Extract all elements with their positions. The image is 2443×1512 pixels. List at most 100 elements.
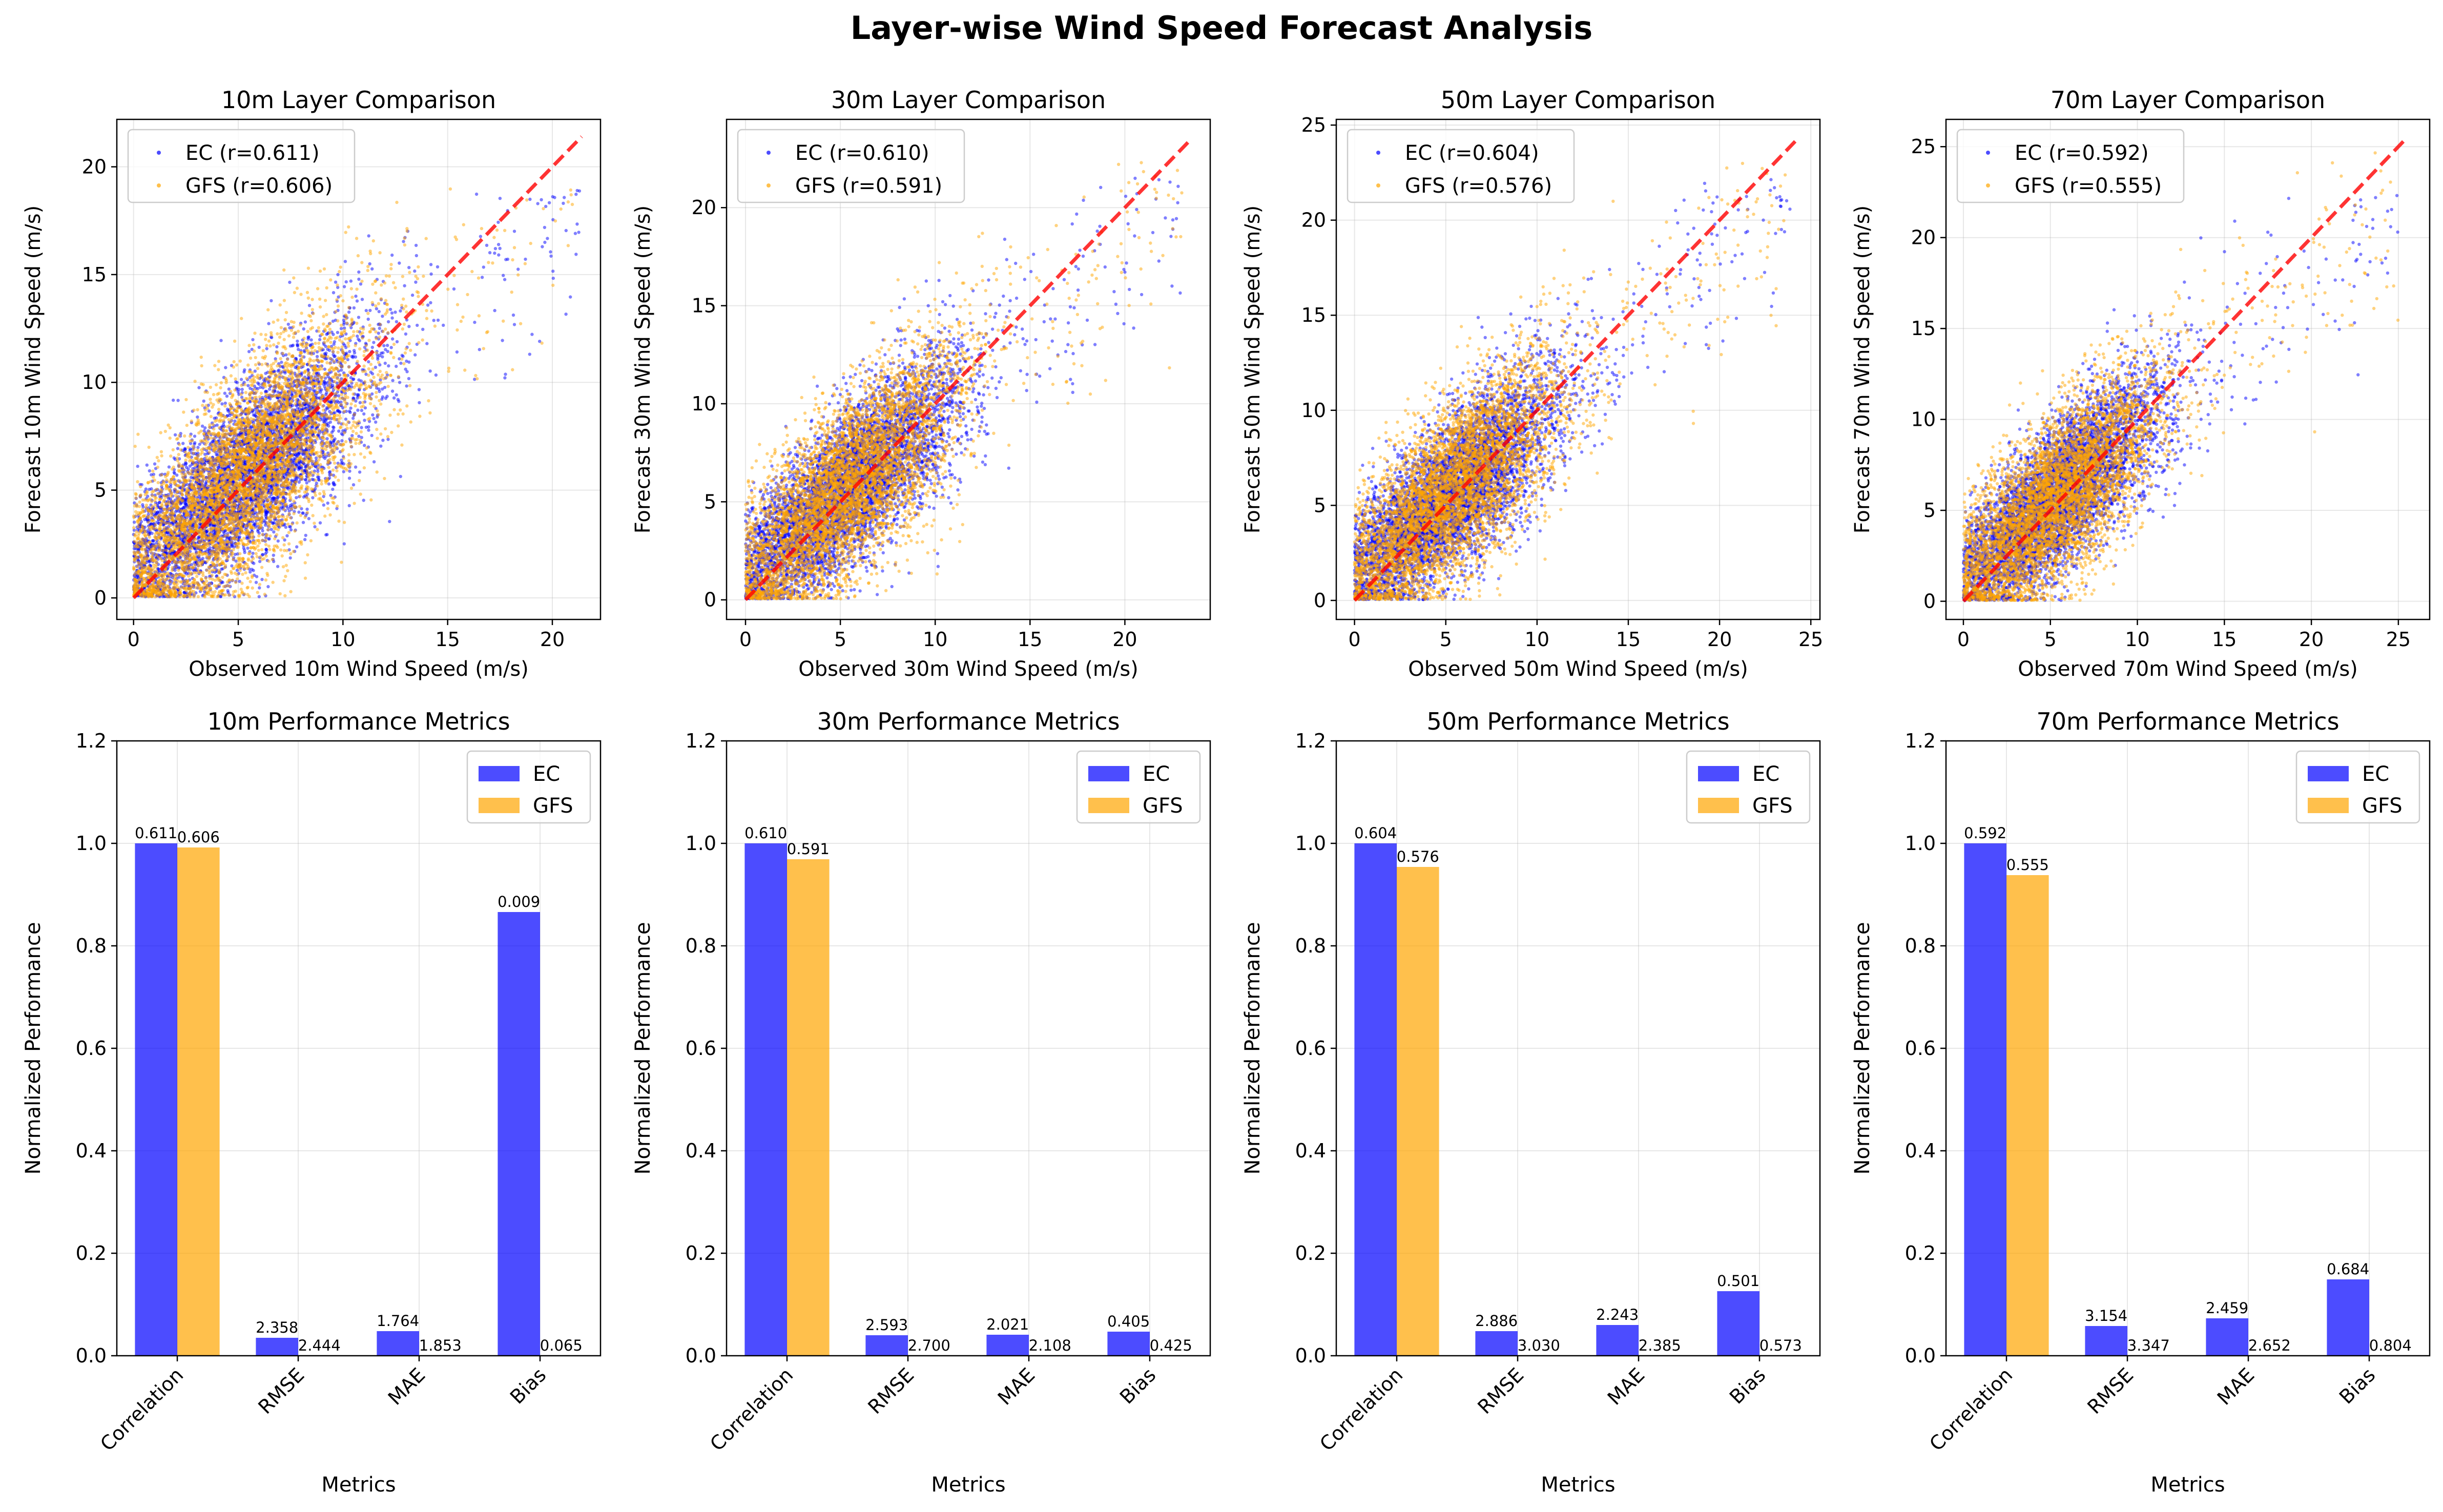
data-point xyxy=(367,234,370,238)
data-point xyxy=(364,372,368,376)
data-point xyxy=(380,397,384,401)
data-point xyxy=(223,391,226,395)
data-point xyxy=(358,401,362,404)
data-point xyxy=(284,353,288,357)
data-point xyxy=(428,369,432,373)
data-point xyxy=(357,337,360,341)
data-point xyxy=(228,413,232,417)
data-point xyxy=(132,521,136,524)
data-point xyxy=(215,453,218,457)
data-point xyxy=(167,465,171,469)
data-point xyxy=(543,240,547,244)
data-point xyxy=(239,378,243,381)
data-point xyxy=(301,521,305,524)
data-point xyxy=(455,350,459,354)
data-point xyxy=(536,202,540,205)
data-point xyxy=(403,284,406,287)
data-point xyxy=(400,354,404,357)
data-point xyxy=(252,569,255,572)
data-point xyxy=(344,280,348,284)
data-point xyxy=(326,501,329,505)
data-point xyxy=(398,261,401,265)
data-point xyxy=(512,323,516,326)
data-point xyxy=(183,502,187,506)
data-point xyxy=(386,438,390,441)
data-point xyxy=(169,485,173,489)
data-point xyxy=(574,193,578,196)
data-point xyxy=(258,560,262,564)
data-point xyxy=(188,448,192,452)
data-point xyxy=(242,370,246,374)
data-point xyxy=(253,413,257,417)
data-point xyxy=(574,253,578,256)
data-point xyxy=(368,262,371,266)
data-point xyxy=(390,311,394,315)
data-point xyxy=(315,355,319,358)
data-point xyxy=(198,442,201,446)
data-point xyxy=(370,267,374,271)
data-point xyxy=(381,439,385,442)
data-point xyxy=(265,550,268,554)
data-point xyxy=(569,295,572,299)
data-point xyxy=(384,397,388,400)
data-point xyxy=(377,332,380,335)
data-point xyxy=(288,280,292,284)
data-point xyxy=(434,373,438,377)
data-point xyxy=(270,336,274,339)
data-point xyxy=(354,399,358,403)
data-point xyxy=(416,323,419,327)
data-point xyxy=(254,581,258,584)
data-point xyxy=(502,274,505,277)
data-point xyxy=(480,276,484,279)
data-point xyxy=(344,346,348,349)
data-point xyxy=(219,339,223,342)
data-point xyxy=(370,372,375,376)
data-point xyxy=(381,387,384,391)
data-point xyxy=(405,384,408,388)
data-point xyxy=(342,542,346,546)
data-point xyxy=(395,393,398,397)
data-point xyxy=(145,463,149,467)
data-point xyxy=(388,520,391,523)
data-point xyxy=(549,254,553,258)
data-point xyxy=(304,478,308,482)
data-point xyxy=(399,474,402,479)
data-point xyxy=(429,263,433,266)
data-point xyxy=(215,423,219,427)
data-point xyxy=(366,317,370,321)
data-point xyxy=(414,243,418,247)
data-point xyxy=(482,265,485,269)
data-point xyxy=(496,220,500,224)
data-point xyxy=(384,348,387,351)
data-point xyxy=(296,339,299,343)
data-point xyxy=(270,299,273,303)
data-point xyxy=(421,327,425,331)
data-point xyxy=(493,251,496,255)
data-point xyxy=(370,392,374,396)
data-point xyxy=(404,367,407,371)
data-point xyxy=(375,307,379,310)
data-point xyxy=(474,192,479,196)
data-point xyxy=(238,579,241,583)
data-point xyxy=(551,276,555,280)
data-point xyxy=(305,507,309,511)
data-point xyxy=(347,310,351,314)
data-point xyxy=(275,345,279,348)
data-point xyxy=(357,378,361,382)
data-point xyxy=(332,333,335,336)
data-point xyxy=(368,308,372,313)
data-point xyxy=(397,400,401,403)
data-point xyxy=(348,350,351,354)
data-point xyxy=(266,585,270,589)
data-point xyxy=(378,326,381,330)
data-point xyxy=(207,409,211,413)
data-point xyxy=(339,368,343,372)
data-point xyxy=(478,348,481,351)
data-point xyxy=(280,360,283,364)
data-point xyxy=(332,342,336,346)
data-point xyxy=(203,426,207,430)
data-point xyxy=(307,304,312,307)
data-point xyxy=(351,483,356,487)
data-point xyxy=(272,553,275,557)
data-point xyxy=(577,231,581,234)
